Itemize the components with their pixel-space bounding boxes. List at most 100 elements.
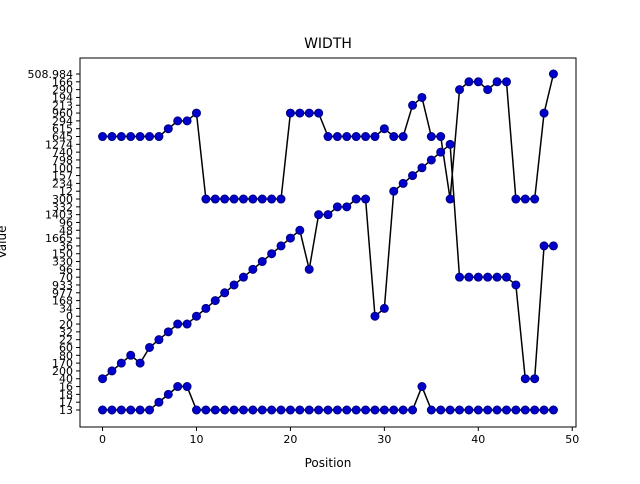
data-point [182,116,192,126]
data-point [295,108,305,118]
data-point [426,155,436,165]
data-point [530,374,540,384]
y-tick-label: 1274 [45,138,73,151]
data-point [201,303,211,313]
y-tick-label: 1665 [45,232,73,245]
y-tick-label: 960 [52,107,73,120]
data-point [285,108,295,118]
y-tick-label: 80 [59,349,73,362]
y-tick-label: 150 [52,248,73,261]
data-point [98,374,108,384]
data-point [229,194,239,204]
data-point [473,405,483,415]
data-point [473,272,483,282]
data-point [342,132,352,142]
data-point [135,132,145,142]
data-point [191,405,201,415]
y-tick-label: 332 [52,201,73,214]
data-point [220,194,230,204]
y-tick-label: 96 [59,216,73,229]
y-tick-label: 20 [59,318,73,331]
data-point [126,350,136,360]
data-point [191,311,201,321]
y-tick-label: 213 [52,99,73,112]
data-point [342,405,352,415]
data-point [191,108,201,118]
y-tick-label: 740 [52,146,73,159]
data-point [483,405,493,415]
data-point [520,405,530,415]
data-point [257,194,267,204]
data-point [445,194,455,204]
data-point [511,405,521,415]
data-point [276,194,286,204]
data-point [351,132,361,142]
data-point [98,405,108,415]
y-tick-label: 0 [66,310,73,323]
data-point [107,366,117,376]
data-point [548,405,558,415]
data-point [436,132,446,142]
x-axis-label: Position [305,456,352,470]
x-tick-label: 30 [377,433,391,446]
data-point [548,241,558,251]
y-axis-label: Value [0,226,9,259]
data-point [201,405,211,415]
data-point [257,257,267,267]
y-tick-label: 200 [52,365,73,378]
data-point [370,311,380,321]
y-tick-label: 168 [52,295,73,308]
data-point [210,296,220,306]
data-point [473,77,483,87]
data-point [107,132,117,142]
data-point [304,108,314,118]
y-tick-label: 977 [52,287,73,300]
data-point [201,194,211,204]
data-point [116,358,126,368]
data-point [173,116,183,126]
data-point [248,194,258,204]
data-point [530,405,540,415]
data-point [370,132,380,142]
x-tick-label: 20 [283,433,297,446]
y-tick-label: 36 [59,240,73,253]
x-tick-label: 40 [471,433,485,446]
y-tick-label: 330 [52,256,73,269]
y-tick-label: 13 [59,404,73,417]
data-point [539,241,549,251]
data-point [520,194,530,204]
data-point [267,249,277,259]
y-tick-label: 798 [52,154,73,167]
data-point [98,132,108,142]
y-tick-label: 32 [59,326,73,339]
data-point [323,210,333,220]
data-point [248,405,258,415]
data-point [210,405,220,415]
plot-layer [98,69,558,415]
data-point [145,405,155,415]
data-point [314,405,324,415]
data-point [417,382,427,392]
data-point [379,303,389,313]
data-point [238,194,248,204]
data-point [464,77,474,87]
data-point [511,194,521,204]
data-point [126,405,136,415]
data-point [530,194,540,204]
y-tick-label: 16 [59,381,73,394]
y-tick-label: 12 [59,185,73,198]
y-tick-label: 70 [59,271,73,284]
data-point [436,405,446,415]
data-point [455,405,465,415]
data-point [426,132,436,142]
y-tick-label: 645 [52,131,73,144]
y-tick-label: 96 [59,263,73,276]
data-point [483,272,493,282]
data-point [173,319,183,329]
data-point [182,382,192,392]
data-point [445,139,455,149]
series-line-2 [102,142,554,380]
data-point [464,272,474,282]
